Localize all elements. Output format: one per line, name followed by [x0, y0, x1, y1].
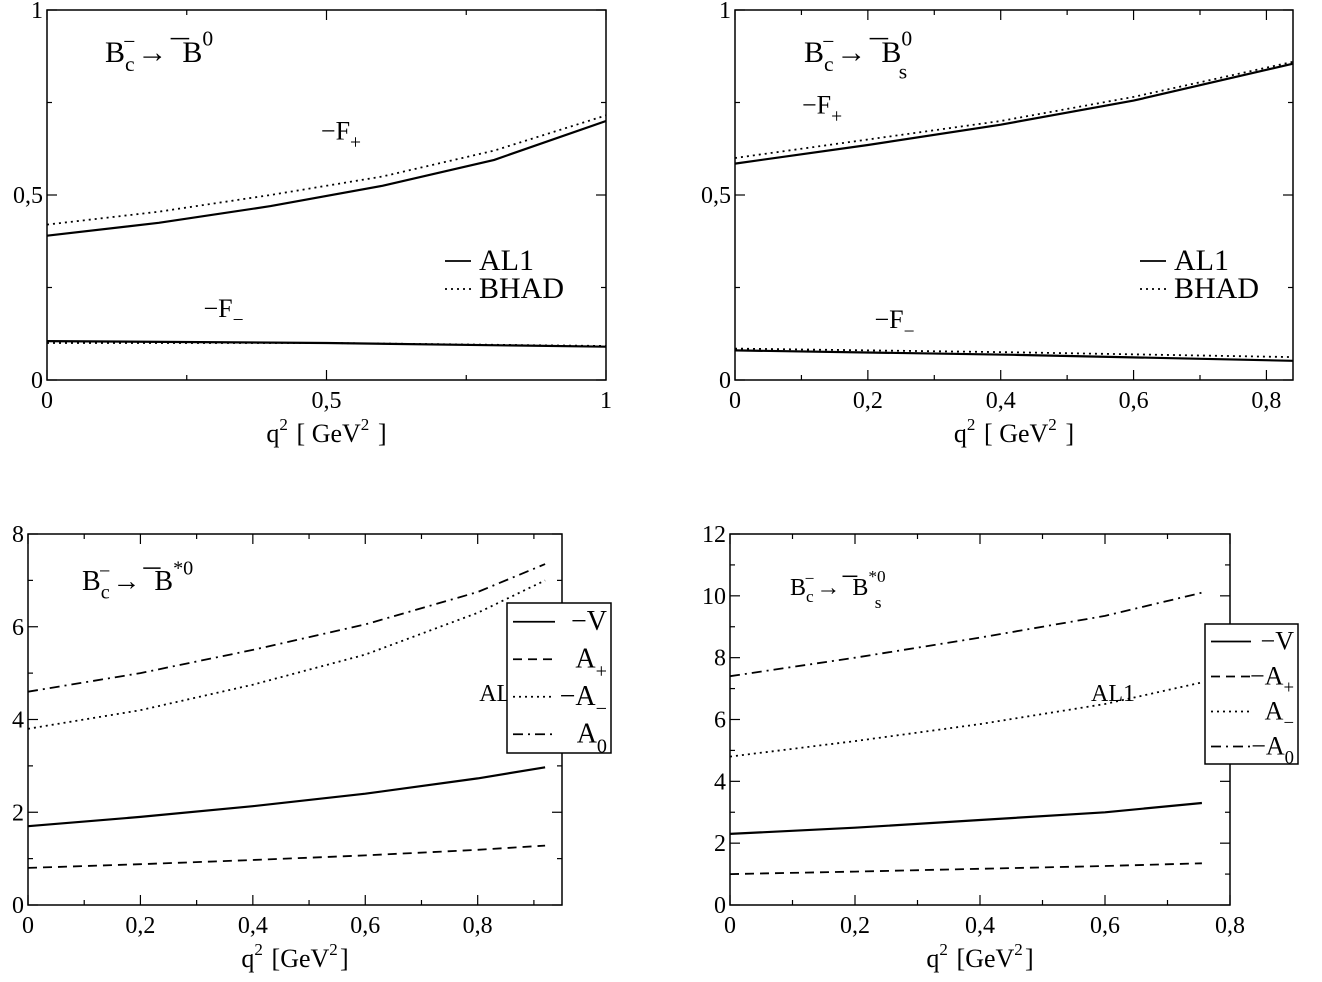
- x-axis-label: q2 [ GeV2 ]: [266, 415, 386, 448]
- series-line-3-4: [27, 563, 546, 693]
- chart-panel-4: 0 0,2 0,4 0,6 0,8 0 2 4 6 8 10 12 q2 [GeV2 ] Bc−→ B*0…: [702, 522, 1299, 973]
- x-tick-label: 0,4: [965, 913, 995, 939]
- annotation-2: −F−: [204, 294, 244, 331]
- annotation-1: −F+: [802, 91, 842, 128]
- chart-title: Bc−→ B*0: [82, 558, 193, 604]
- x-tick-label: 1: [600, 388, 612, 414]
- y-tick-label: 1: [31, 0, 43, 24]
- legend-label-1: AL1: [1174, 244, 1229, 277]
- y-tick-label: 8: [12, 522, 24, 548]
- x-tick-label: 0,6: [1119, 388, 1149, 414]
- x-tick-label: 0: [41, 388, 53, 414]
- y-tick-label: 6: [12, 615, 24, 641]
- x-axis-label: q2 [GeV2 ]: [241, 940, 348, 973]
- series-line-1-3: [46, 340, 607, 348]
- y-tick-label: 10: [702, 584, 726, 610]
- x-tick-label: 0,8: [1251, 388, 1281, 414]
- chart-panel-2: 0 0,2 0,4 0,6 0,8 0 0,5 1 q2 [ GeV2 ] Bc−→ B0 s −F+…: [701, 0, 1294, 448]
- x-tick-label: 0,8: [463, 913, 493, 939]
- legend-label-2: BHAD: [479, 272, 564, 305]
- x-tick-label: 0,4: [238, 913, 268, 939]
- x-tick-label: 0,4: [986, 388, 1016, 414]
- x-tick-label: 0,2: [125, 913, 155, 939]
- y-tick-label: 0: [31, 368, 43, 394]
- x-tick-label: 0: [729, 388, 741, 414]
- legend-label-2: BHAD: [1174, 272, 1259, 305]
- y-tick-label: 4: [12, 708, 24, 734]
- legend-box: [1204, 623, 1299, 765]
- x-axis-label: q2 [ GeV2 ]: [954, 415, 1074, 448]
- series-line-4-1: [729, 801, 1203, 835]
- y-tick-label: 1: [719, 0, 731, 24]
- chart-title: Bc−→ B0 s: [804, 27, 912, 84]
- legend-label-2: A+: [575, 644, 607, 683]
- legend-label-1: AL1: [479, 244, 534, 277]
- series-line-3-1: [27, 766, 546, 828]
- x-tick-label: 0,2: [840, 913, 870, 939]
- x-axis-label: q2 [GeV2 ]: [926, 940, 1033, 973]
- y-tick-label: 0: [714, 893, 726, 919]
- x-tick-label: 0: [724, 913, 736, 939]
- series-line-1-1: [46, 119, 607, 237]
- x-tick-label: 0: [22, 913, 34, 939]
- legend-label-4: −A0: [1251, 731, 1294, 768]
- y-tick-label: 2: [12, 800, 24, 826]
- x-tick-label: 0,6: [350, 913, 380, 939]
- y-tick-label: 12: [702, 522, 726, 548]
- y-tick-label: 0,5: [13, 183, 43, 209]
- x-tick-label: 0,5: [312, 388, 342, 414]
- y-tick-label: 0,5: [701, 183, 731, 209]
- series-line-4-2: [729, 862, 1202, 875]
- x-tick-label: 0,2: [853, 388, 883, 414]
- y-tick-label: 4: [714, 769, 726, 795]
- legend-label-1: −V: [1261, 626, 1295, 655]
- series-line-2-1: [734, 62, 1294, 165]
- series-line-4-4: [729, 591, 1203, 678]
- series-line-3-2: [27, 844, 546, 869]
- legend-label-1: −V: [571, 606, 607, 637]
- x-tick-label: 0,8: [1215, 913, 1245, 939]
- y-tick-label: 6: [714, 708, 726, 734]
- legend-box: [506, 602, 612, 754]
- y-tick-label: 8: [714, 646, 726, 672]
- annotation-2: −F−: [875, 305, 915, 342]
- annotation-1: −F+: [321, 117, 361, 154]
- series-line-1-2: [46, 114, 607, 226]
- legend-label-3: −A−: [560, 681, 607, 720]
- chart-title: Bc−→ B*0 s: [790, 567, 886, 612]
- legend-label-2: −A+: [1250, 661, 1294, 698]
- series-line-2-3: [734, 349, 1294, 362]
- chart-panel-1: 0 0,5 1 0 0,5 1 q2 [ GeV2 ] Bc−→ B0 −F+ −F− AL1BHA…: [13, 0, 612, 448]
- series-line-2-2: [734, 60, 1294, 159]
- legend-label-4: A0: [577, 719, 607, 758]
- annotation-1: AL1: [1091, 681, 1135, 707]
- x-tick-label: 0,6: [1090, 913, 1120, 939]
- y-tick-label: 0: [12, 893, 24, 919]
- legend-label-3: A−: [1265, 696, 1294, 733]
- y-tick-label: 0: [719, 368, 731, 394]
- series-line-4-3: [729, 681, 1203, 758]
- y-tick-label: 2: [714, 831, 726, 857]
- chart-title: Bc−→ B0: [105, 27, 213, 77]
